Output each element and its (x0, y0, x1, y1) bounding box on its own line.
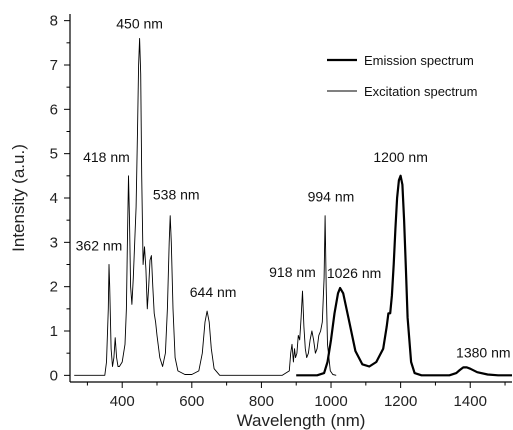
y-tick-label: 0 (50, 367, 58, 384)
legend-label: Emission spectrum (364, 53, 474, 68)
y-tick-label: 1 (50, 323, 58, 340)
y-tick-label: 6 (50, 101, 58, 118)
series-line-emission (296, 174, 512, 377)
peak-label: 1380 nm (456, 344, 510, 360)
ticks-layer: 400 600 800 1000 1200 1400 0 1 2 3 4 5 6 7 8 (50, 13, 506, 410)
series-layer (74, 37, 512, 377)
x-tick-label: 600 (179, 393, 204, 410)
x-tick-label: 800 (249, 393, 274, 410)
peak-label: 1200 nm (373, 149, 427, 165)
y-axis-title: Intensity (a.u.) (9, 144, 28, 252)
y-tick-label: 7 (50, 57, 58, 74)
x-tick-label: 1200 (384, 393, 417, 410)
x-tick-label: 400 (110, 393, 135, 410)
y-tick-label: 3 (50, 234, 58, 251)
peak-label: 918 nm (269, 264, 316, 280)
series-line-excitation (74, 37, 337, 376)
legend: Emission spectrum Excitation spectrum (327, 53, 477, 99)
y-tick-label: 8 (50, 13, 58, 30)
peak-label: 644 nm (190, 284, 237, 300)
peak-label: 450 nm (116, 15, 163, 31)
peak-label: 1026 nm (327, 265, 381, 281)
x-tick-label: 1000 (314, 393, 347, 410)
annotations-layer: 362 nm 418 nm 450 nm 538 nm 644 nm 918 nm 994 … (76, 15, 511, 360)
y-tick-label: 4 (50, 190, 58, 207)
peak-label: 418 nm (83, 149, 130, 165)
x-tick-label: 1400 (454, 393, 487, 410)
x-axis-title: Wavelength (nm) (237, 411, 366, 430)
peak-label: 362 nm (76, 238, 123, 254)
y-tick-label: 2 (50, 279, 58, 296)
legend-label: Excitation spectrum (364, 84, 477, 99)
peak-label: 538 nm (153, 187, 200, 203)
y-tick-label: 5 (50, 146, 58, 163)
peak-label: 994 nm (308, 189, 355, 205)
